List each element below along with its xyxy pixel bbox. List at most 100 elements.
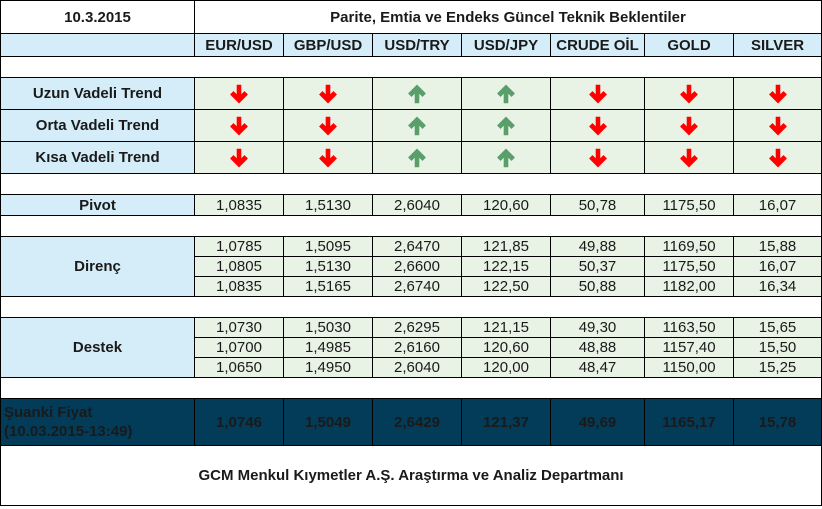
trend-cell bbox=[732, 109, 822, 142]
support-label: Destek bbox=[0, 317, 195, 378]
resistance-value: 1,0785 bbox=[194, 236, 284, 257]
resistance-value: 1,0805 bbox=[194, 256, 284, 277]
spacer-row bbox=[0, 173, 822, 195]
spacer-row bbox=[0, 377, 822, 399]
trend-cell bbox=[644, 141, 734, 174]
pivot-label: Pivot bbox=[0, 194, 195, 216]
footer-row: GCM Menkul Kıymetler A.Ş. Araştırma ve A… bbox=[0, 445, 822, 506]
trend-cell bbox=[550, 77, 645, 110]
pivot-value: 50,78 bbox=[550, 194, 645, 216]
arrow-down-icon bbox=[317, 83, 339, 105]
col-header-crude-oil: CRUDE OİL bbox=[550, 33, 645, 57]
current-price-value: 1,0746 bbox=[194, 398, 284, 446]
resistance-value: 121,85 bbox=[461, 236, 551, 257]
trend-cell bbox=[461, 141, 551, 174]
spacer-row bbox=[0, 215, 822, 237]
arrow-down-icon bbox=[228, 147, 250, 169]
arrow-down-icon bbox=[767, 115, 789, 137]
resistance-value: 2,6470 bbox=[372, 236, 462, 257]
resistance-label: Direnç bbox=[0, 236, 195, 297]
resistance-value: 1,5095 bbox=[283, 236, 373, 257]
arrow-up-icon bbox=[495, 115, 517, 137]
current-price-value: 49,69 bbox=[550, 398, 645, 446]
arrow-up-icon bbox=[495, 83, 517, 105]
resistance-value: 2,6600 bbox=[372, 256, 462, 277]
arrow-down-icon bbox=[587, 115, 609, 137]
arrow-up-icon bbox=[406, 83, 428, 105]
resistance-value: 1,5130 bbox=[283, 256, 373, 277]
resistance-value: 2,6740 bbox=[372, 276, 462, 297]
spacer-row bbox=[0, 296, 822, 318]
resistance-row-1: Direnç 1,0785 1,5095 2,6470 121,85 49,88… bbox=[0, 236, 822, 297]
support-value: 1,4985 bbox=[283, 337, 373, 358]
trend-cell bbox=[461, 77, 551, 110]
trend-row-long: Uzun Vadeli Trend bbox=[0, 77, 822, 110]
resistance-value: 122,15 bbox=[461, 256, 551, 277]
trend-cell bbox=[283, 141, 373, 174]
arrow-down-icon bbox=[317, 147, 339, 169]
arrow-down-icon bbox=[678, 115, 700, 137]
trend-cell bbox=[732, 141, 822, 174]
support-value: 2,6040 bbox=[372, 357, 462, 378]
support-value: 1150,00 bbox=[644, 357, 734, 378]
support-value: 121,15 bbox=[461, 317, 551, 338]
trend-cell bbox=[194, 109, 284, 142]
arrow-up-icon bbox=[406, 115, 428, 137]
arrow-down-icon bbox=[678, 83, 700, 105]
resistance-value: 50,88 bbox=[550, 276, 645, 297]
arrow-up-icon bbox=[406, 147, 428, 169]
trend-cell bbox=[194, 141, 284, 174]
trend-cell bbox=[194, 77, 284, 110]
support-value: 1157,40 bbox=[644, 337, 734, 358]
support-value: 1163,50 bbox=[644, 317, 734, 338]
col-header-eurusd: EUR/USD bbox=[194, 33, 284, 57]
support-value: 49,30 bbox=[550, 317, 645, 338]
col-header-usdtry: USD/TRY bbox=[372, 33, 462, 57]
support-row-2: 1,0700 1,4985 2,6160 120,60 48,88 1157,4… bbox=[1, 337, 822, 358]
trend-cell bbox=[372, 77, 462, 110]
pivot-row: Pivot 1,0835 1,5130 2,6040 120,60 50,78 … bbox=[0, 194, 822, 216]
current-price-value: 2,6429 bbox=[372, 398, 462, 446]
col-header-silver: SILVER bbox=[732, 33, 822, 57]
arrow-down-icon bbox=[228, 115, 250, 137]
pivot-value: 1,0835 bbox=[194, 194, 284, 216]
support-value: 48,47 bbox=[550, 357, 645, 378]
pivot-value: 16,07 bbox=[732, 194, 822, 216]
support-value: 120,00 bbox=[461, 357, 551, 378]
col-header-usdjpy: USD/JPY bbox=[461, 33, 551, 57]
resistance-value: 1,5165 bbox=[283, 276, 373, 297]
arrow-down-icon bbox=[587, 147, 609, 169]
current-price-value: 1165,17 bbox=[644, 398, 734, 446]
report-title: Parite, Emtia ve Endeks Güncel Teknik Be… bbox=[193, 0, 822, 34]
current-price-timestamp: (10.03.2015-13:49) bbox=[4, 423, 133, 440]
pivot-value: 120,60 bbox=[461, 194, 551, 216]
support-value: 1,0730 bbox=[194, 317, 284, 338]
column-header-row: EUR/USD GBP/USD USD/TRY USD/JPY CRUDE Oİ… bbox=[0, 33, 822, 57]
resistance-row-2: 1,0805 1,5130 2,6600 122,15 50,37 1175,5… bbox=[1, 256, 822, 277]
footer-credit: GCM Menkul Kıymetler A.Ş. Araştırma ve A… bbox=[0, 445, 822, 506]
resistance-value: 16,34 bbox=[732, 276, 822, 297]
resistance-value: 1169,50 bbox=[644, 236, 734, 257]
support-value: 15,25 bbox=[732, 357, 822, 378]
current-price-value: 1,5049 bbox=[283, 398, 373, 446]
arrow-down-icon bbox=[587, 83, 609, 105]
current-price-label: Şuanki Fiyat (10.03.2015-13:49) bbox=[0, 398, 195, 446]
trend-cell bbox=[550, 141, 645, 174]
resistance-value: 16,07 bbox=[732, 256, 822, 277]
current-price-value: 121,37 bbox=[461, 398, 551, 446]
trend-label: Kısa Vadeli Trend bbox=[0, 141, 195, 174]
support-value: 120,60 bbox=[461, 337, 551, 358]
arrow-down-icon bbox=[228, 83, 250, 105]
pivot-value: 2,6040 bbox=[372, 194, 462, 216]
resistance-value: 1175,50 bbox=[644, 256, 734, 277]
trend-cell bbox=[732, 77, 822, 110]
spacer-row bbox=[0, 56, 822, 78]
trend-cell bbox=[644, 109, 734, 142]
trend-cell bbox=[372, 141, 462, 174]
trend-label: Orta Vadeli Trend bbox=[0, 109, 195, 142]
resistance-value: 15,88 bbox=[732, 236, 822, 257]
resistance-value: 50,37 bbox=[550, 256, 645, 277]
support-row-1: Destek 1,0730 1,5030 2,6295 121,15 49,30… bbox=[0, 317, 822, 378]
support-value: 2,6295 bbox=[372, 317, 462, 338]
